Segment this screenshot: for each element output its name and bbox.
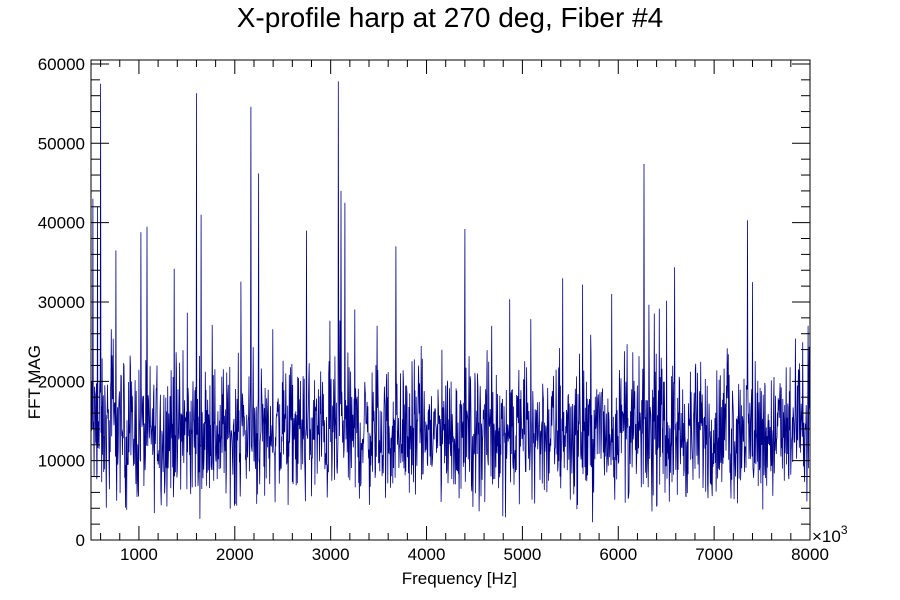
axis-ticks bbox=[91, 60, 811, 541]
axis-tick-labels: 1000 2000 3000 4000 5000 6000 7000 8000 0 10000 20… bbox=[38, 55, 829, 564]
x-axis-multiplier-base: ×10 bbox=[812, 527, 841, 546]
y-tick-label: 30000 bbox=[38, 293, 85, 312]
chart-title: X-profile harp at 270 deg, Fiber #4 bbox=[236, 2, 664, 33]
series-group bbox=[90, 81, 811, 523]
series-line-0 bbox=[90, 81, 811, 523]
x-axis-multiplier-exponent: 3 bbox=[841, 523, 848, 537]
y-tick-label: 20000 bbox=[38, 372, 85, 391]
x-axis-title: Frequency [Hz] bbox=[402, 569, 517, 588]
x-tick-label: 1000 bbox=[120, 545, 158, 564]
y-axis-title: FFT MAG bbox=[25, 345, 44, 419]
x-tick-label: 3000 bbox=[312, 545, 350, 564]
plot-frame bbox=[90, 59, 811, 541]
y-tick-label: 0 bbox=[76, 531, 85, 550]
x-tick-label: 2000 bbox=[216, 545, 254, 564]
y-tick-label: 50000 bbox=[38, 134, 85, 153]
y-tick-label: 10000 bbox=[38, 452, 85, 471]
y-tick-label: 40000 bbox=[38, 214, 85, 233]
x-tick-label: 7000 bbox=[695, 545, 733, 564]
x-tick-label: 6000 bbox=[599, 545, 637, 564]
y-tick-label: 60000 bbox=[38, 55, 85, 74]
x-axis-multiplier: ×103 bbox=[812, 523, 848, 546]
x-tick-label: 4000 bbox=[408, 545, 446, 564]
x-tick-label: 8000 bbox=[791, 545, 829, 564]
x-tick-label: 5000 bbox=[503, 545, 541, 564]
